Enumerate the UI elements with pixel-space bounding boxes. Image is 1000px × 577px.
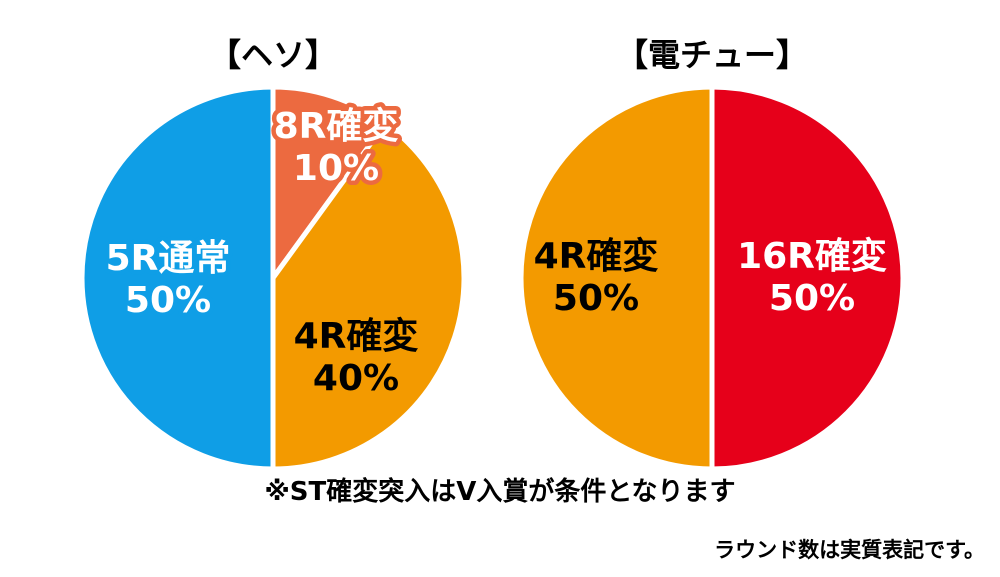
condition-note: ※ST確変突入はV入賞が条件となります	[264, 476, 735, 507]
denchu-slice-1-value-label: 50%	[553, 278, 639, 319]
round-notation-note: ラウンド数は実質表記です。	[714, 538, 985, 562]
heso-slice-1-value-label: 40%	[313, 358, 399, 399]
denchu-slice-0	[709, 84, 906, 472]
heso-slice-2-value-label: 50%	[125, 280, 211, 321]
heso-slice-0-name-label: 8R確変	[274, 105, 399, 147]
denchu-slice-0-name-label: 16R確変	[737, 235, 887, 277]
heso-slice-2-name-label: 5R通常	[106, 238, 231, 279]
heso-slice-0	[270, 84, 388, 281]
denchu-slice-1-name-label: 4R確変	[534, 235, 659, 277]
heso-slice-2	[79, 84, 276, 472]
denchu-chart-title: 【電チュー】	[616, 36, 808, 74]
heso-slice-0-value-label: 10%	[293, 148, 379, 189]
denchu-slice-1	[518, 84, 715, 472]
heso-chart-title: 【ヘソ】	[209, 36, 337, 74]
denchu-slice-0-value-label: 50%	[769, 278, 855, 319]
heso-slice-1-name-label: 4R確変	[294, 315, 419, 357]
heso-slice-1	[270, 120, 467, 472]
